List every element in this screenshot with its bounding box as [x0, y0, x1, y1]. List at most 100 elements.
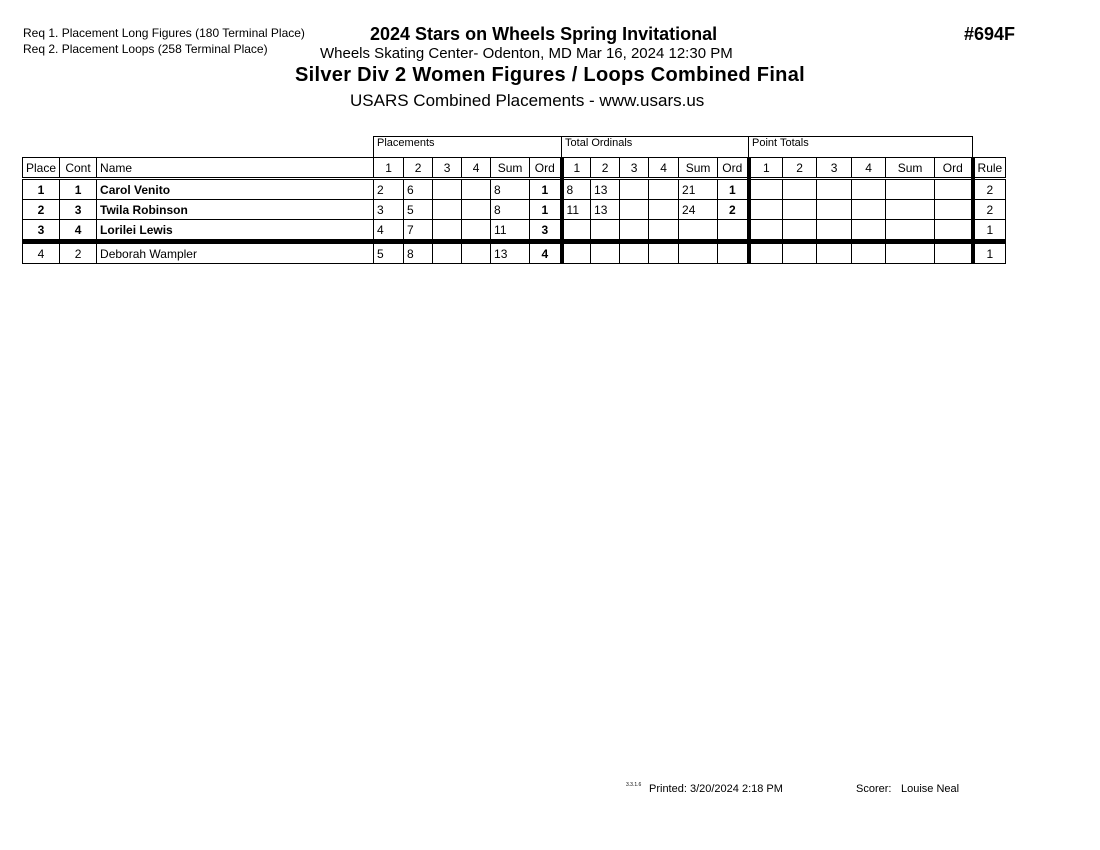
value-cell: 1 [717, 178, 750, 200]
value-cell: 7 [403, 219, 434, 244]
value-cell: 24 [678, 199, 719, 220]
column-header: 4 [648, 157, 680, 180]
table-row: 1 1 Carol Venito 2 6 8 1 8 13 21 1 2 [21, 178, 1007, 200]
value-cell [934, 178, 974, 200]
value-cell: 3 [529, 219, 563, 244]
empty-cell [23, 137, 374, 158]
name-cell: Carol Venito [96, 178, 375, 200]
table-row: 4 2 Deborah Wampler 5 8 13 4 1 [21, 241, 1007, 264]
value-cell [678, 241, 719, 264]
value-cell [816, 178, 853, 200]
event-title: Silver Div 2 Women Figures / Loops Combi… [295, 64, 805, 86]
value-cell: 13 [590, 178, 621, 200]
cont-cell: 4 [59, 219, 98, 244]
value-cell: 8 [403, 241, 434, 264]
value-cell [851, 199, 887, 220]
column-header: Ord [934, 157, 974, 180]
value-cell [619, 178, 650, 200]
name-cell: Deborah Wampler [96, 241, 375, 264]
scorer-label: Scorer: [856, 783, 892, 795]
value-cell [432, 199, 463, 220]
value-cell [717, 219, 750, 244]
column-header: Rule [970, 157, 1007, 180]
column-header: 2 [403, 157, 434, 180]
column-header: Sum [678, 157, 719, 180]
cont-cell: 2 [59, 241, 98, 264]
group-point-totals: Point Totals [748, 136, 974, 158]
column-header: Ord [529, 157, 563, 180]
value-cell: 5 [373, 241, 405, 264]
column-header: Ord [717, 157, 750, 180]
value-cell [648, 199, 680, 220]
subtitle: USARS Combined Placements - www.usars.us [350, 91, 705, 110]
value-cell [432, 178, 463, 200]
value-cell [851, 241, 887, 264]
value-cell: 1 [529, 199, 563, 220]
cont-cell: 1 [59, 178, 98, 200]
value-cell: 1 [529, 178, 563, 200]
value-cell [432, 241, 463, 264]
value-cell [678, 219, 719, 244]
value-cell [590, 219, 621, 244]
column-header: 3 [816, 157, 853, 180]
column-header: Sum [490, 157, 531, 180]
group-total-ordinals: Total Ordinals [561, 136, 750, 158]
value-cell: 8 [559, 178, 592, 200]
value-cell [816, 199, 853, 220]
value-cell [851, 219, 887, 244]
column-header: 1 [373, 157, 405, 180]
value-cell [816, 241, 853, 264]
table-row: 3 4 Lorilei Lewis 4 7 11 3 1 [21, 219, 1007, 244]
value-cell [619, 219, 650, 244]
value-cell [717, 241, 750, 264]
value-cell [885, 241, 936, 264]
value-cell: 8 [490, 178, 531, 200]
value-cell: 1 [970, 219, 1007, 244]
name-cell: Lorilei Lewis [96, 219, 375, 244]
column-header: Name [96, 157, 375, 180]
value-cell: 21 [678, 178, 719, 200]
competition-title: 2024 Stars on Wheels Spring Invitational [370, 24, 718, 44]
value-cell [816, 219, 853, 244]
value-cell [746, 178, 784, 200]
requirement-2: Req 2. Placement Loops (258 Terminal Pla… [23, 42, 268, 56]
value-cell: 2 [970, 178, 1007, 200]
place-cell: 2 [21, 199, 61, 220]
place-cell: 3 [21, 219, 61, 244]
group-placements: Placements [373, 136, 563, 158]
value-cell [782, 178, 818, 200]
value-cell [648, 219, 680, 244]
venue-date: Wheels Skating Center- Odenton, MD Mar 1… [320, 45, 733, 62]
value-cell [934, 241, 974, 264]
column-header: Sum [885, 157, 936, 180]
value-cell [885, 219, 936, 244]
value-cell: 5 [403, 199, 434, 220]
value-cell: 2 [970, 199, 1007, 220]
column-header-row: Place Cont Name 1 2 3 4 Sum Ord 1 2 3 4 Sum Ord 1 2 3 4 Sum… [21, 157, 1007, 180]
value-cell: 11 [559, 199, 592, 220]
value-cell: 11 [490, 219, 531, 244]
place-cell: 1 [21, 178, 61, 200]
value-cell: 1 [970, 241, 1007, 264]
value-cell [461, 199, 492, 220]
column-header: 3 [619, 157, 650, 180]
column-header: 2 [590, 157, 621, 180]
column-header: 1 [559, 157, 592, 180]
version-label: 3.3.1.6 [626, 782, 642, 788]
value-cell [782, 241, 818, 264]
value-cell [432, 219, 463, 244]
value-cell [851, 178, 887, 200]
value-cell [885, 199, 936, 220]
value-cell [746, 219, 784, 244]
value-cell [461, 241, 492, 264]
value-cell [461, 178, 492, 200]
value-cell [934, 219, 974, 244]
event-number: #694F [964, 24, 1016, 44]
column-header: Place [21, 157, 61, 180]
value-cell [619, 241, 650, 264]
group-header-row: Placements Total Ordinals Point Totals [23, 136, 1006, 158]
column-header: 4 [851, 157, 887, 180]
value-cell [619, 199, 650, 220]
value-cell [934, 199, 974, 220]
value-cell: 2 [717, 199, 750, 220]
